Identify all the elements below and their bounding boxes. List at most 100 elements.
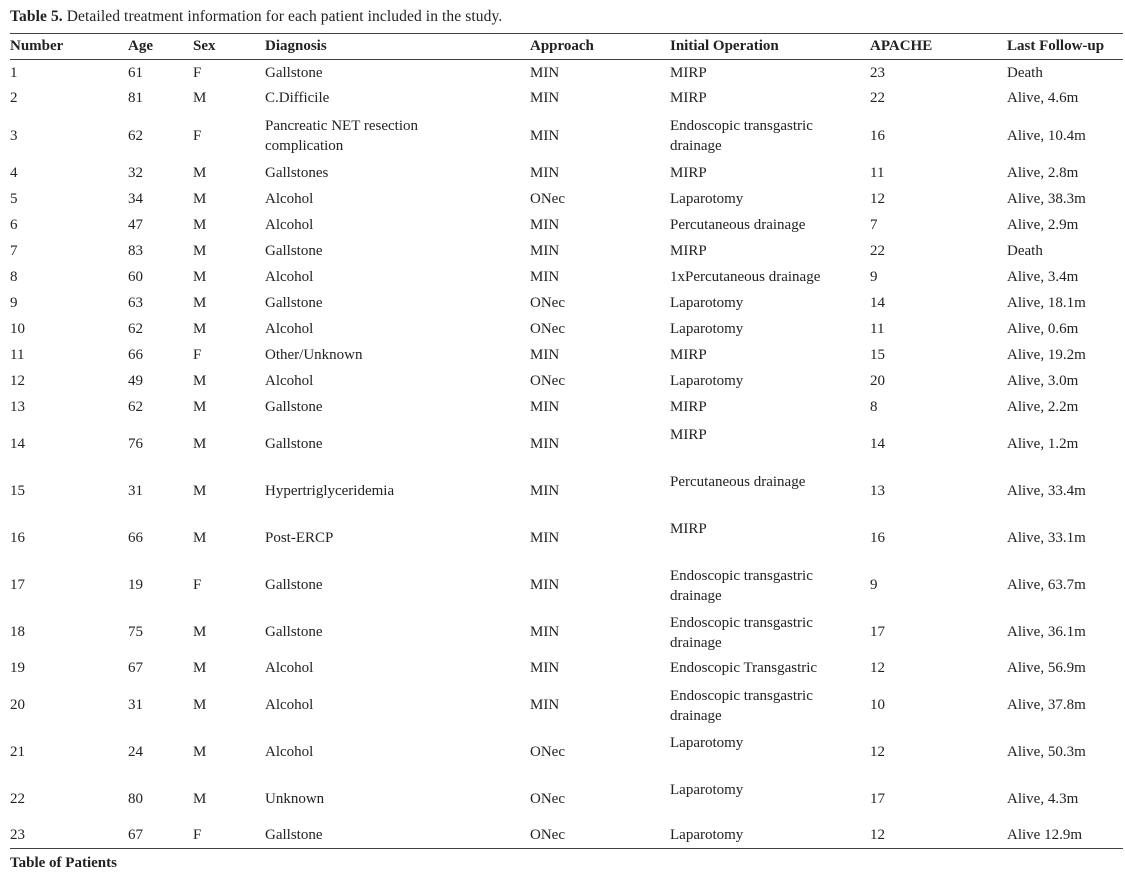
cell-number: 9 xyxy=(10,295,18,312)
cell-diagnosis: Gallstone xyxy=(265,623,323,640)
cell-sex: F xyxy=(193,347,202,364)
cell-age: 67 xyxy=(128,660,143,677)
cell-approach: MIN xyxy=(530,482,560,499)
cell-diagnosis: Unknown xyxy=(265,790,325,807)
cell-approach: MIN xyxy=(530,165,560,182)
cell-sex: M xyxy=(193,165,207,182)
cell-sex: F xyxy=(193,827,202,844)
cell-apache: 13 xyxy=(870,482,885,499)
cell-apache: 16 xyxy=(870,127,885,144)
table-title-text: Detailed treatment information for each … xyxy=(62,8,503,25)
cell-sex: M xyxy=(193,399,207,416)
table-row: 13 62 M Gallstone MIN MIRP 8 Alive, 2.2m xyxy=(10,395,1123,421)
cell-age: 24 xyxy=(128,743,143,760)
table-row: 16 66 M Post-ERCP MIN MIRP 16 Alive, 33.1m xyxy=(10,515,1123,562)
cell-operation: Endoscopic Transgastric xyxy=(670,660,818,677)
cell-operation: MIRP xyxy=(670,520,707,537)
cell-approach: ONec xyxy=(530,321,565,338)
cell-age: 32 xyxy=(128,165,143,182)
cell-apache: 22 xyxy=(870,90,885,107)
header-apache: APACHE xyxy=(870,38,933,54)
cell-diagnosis: Alcohol xyxy=(265,743,314,760)
cell-diagnosis: Alcohol xyxy=(265,191,314,208)
table-row: 22 80 M Unknown ONec Laparotomy 17 Alive, 4.3m xyxy=(10,776,1123,823)
cell-approach: MIN xyxy=(530,576,560,593)
cell-operation: Laparotomy xyxy=(670,295,744,312)
table-row: 9 63 M Gallstone ONec Laparotomy 14 Alive, 18.1… xyxy=(10,291,1123,317)
cell-approach: MIN xyxy=(530,623,560,640)
cell-sex: M xyxy=(193,743,207,760)
header-age: Age xyxy=(128,38,153,54)
cell-age: 67 xyxy=(128,827,143,844)
cell-age: 81 xyxy=(128,90,143,107)
cell-number: 19 xyxy=(10,660,25,677)
cell-age: 66 xyxy=(128,347,143,364)
cell-operation: Laparotomy xyxy=(670,191,744,208)
table-row: 5 34 M Alcohol ONec Laparotomy 12 Alive, 38.3m xyxy=(10,187,1123,213)
cell-approach: MIN xyxy=(530,243,560,260)
cell-apache: 11 xyxy=(870,165,885,182)
cell-age: 49 xyxy=(128,373,143,390)
cell-followup: Alive, 33.1m xyxy=(1007,529,1086,546)
cell-diagnosis: Gallstones xyxy=(265,165,329,182)
cell-apache: 8 xyxy=(870,399,878,416)
cell-apache: 12 xyxy=(870,743,885,760)
cell-sex: M xyxy=(193,191,207,208)
cell-age: 83 xyxy=(128,243,143,260)
cell-number: 23 xyxy=(10,827,25,844)
cell-approach: MIN xyxy=(530,347,560,364)
cell-followup: Alive, 10.4m xyxy=(1007,127,1086,144)
cell-diagnosis: Gallstone xyxy=(265,295,323,312)
cell-apache: 14 xyxy=(870,295,885,312)
cell-operation: MIRP xyxy=(670,243,707,260)
cell-number: 7 xyxy=(10,243,18,260)
cell-apache: 10 xyxy=(870,696,885,713)
cell-sex: F xyxy=(193,127,202,144)
cell-followup: Alive, 50.3m xyxy=(1007,743,1086,760)
cell-number: 18 xyxy=(10,623,25,640)
cell-age: 34 xyxy=(128,191,143,208)
cell-followup: Alive, 3.4m xyxy=(1007,269,1079,286)
header-diagnosis: Diagnosis xyxy=(265,38,327,54)
cell-approach: MIN xyxy=(530,64,560,81)
table-title-label: Table 5. xyxy=(10,8,63,25)
cell-age: 76 xyxy=(128,435,143,452)
cell-number: 20 xyxy=(10,696,25,713)
cell-apache: 17 xyxy=(870,623,885,640)
cell-apache: 20 xyxy=(870,373,885,390)
cell-followup: Alive, 38.3m xyxy=(1007,191,1086,208)
table-row: 8 60 M Alcohol MIN 1xPercutaneous drainage 9 Al… xyxy=(10,265,1123,291)
table-row: 23 67 F Gallstone ONec Laparotomy 12 Alive 12.9… xyxy=(10,823,1123,849)
cell-apache: 7 xyxy=(870,217,878,234)
cell-followup: Alive 12.9m xyxy=(1007,827,1082,844)
cell-age: 75 xyxy=(128,623,143,640)
cell-diagnosis: Alcohol xyxy=(265,373,314,390)
cell-diagnosis: Gallstone xyxy=(265,64,323,81)
cell-number: 2 xyxy=(10,90,18,107)
cell-apache: 9 xyxy=(870,576,878,593)
cell-diagnosis: Alcohol xyxy=(265,696,314,713)
cell-diagnosis: Gallstone xyxy=(265,576,323,593)
cell-number: 15 xyxy=(10,482,25,499)
cell-operation: Percutaneous drainage xyxy=(670,473,806,490)
header-followup: Last Follow-up xyxy=(1007,38,1105,54)
cell-age: 80 xyxy=(128,790,143,807)
cell-approach: MIN xyxy=(530,217,560,234)
cell-sex: M xyxy=(193,435,207,452)
cell-diagnosis: Alcohol xyxy=(265,321,314,338)
cell-followup: Alive, 3.0m xyxy=(1007,373,1079,390)
cell-number: 1 xyxy=(10,64,18,81)
cell-followup: Alive, 0.6m xyxy=(1007,321,1079,338)
cell-sex: M xyxy=(193,269,207,286)
table-row: 18 75 M Gallstone MIN Endoscopic transgastric… xyxy=(10,609,1123,656)
cell-operation: Laparotomy xyxy=(670,781,744,798)
cell-followup: Death xyxy=(1007,64,1043,81)
cell-sex: F xyxy=(193,64,202,81)
cell-operation: Laparotomy xyxy=(670,321,744,338)
table-title: Table 5. Detailed treatment information … xyxy=(10,6,1115,33)
table-row: 12 49 M Alcohol ONec Laparotomy 20 Alive, 3.0m xyxy=(10,369,1123,395)
cell-approach: MIN xyxy=(530,435,560,452)
cell-age: 62 xyxy=(128,127,143,144)
cell-diagnosis: Alcohol xyxy=(265,217,314,234)
cell-number: 8 xyxy=(10,269,18,286)
